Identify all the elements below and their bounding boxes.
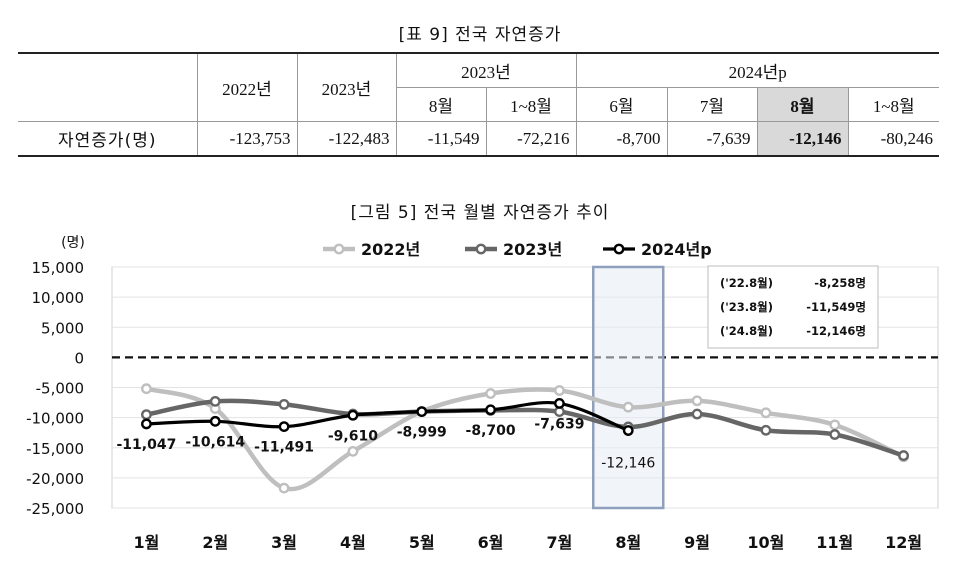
data-point-series-1	[485, 388, 496, 399]
subheader-cell: 6월	[575, 87, 668, 122]
data-point-series-1	[691, 395, 703, 407]
y-tick-label: -20,000	[26, 470, 84, 488]
subheader-cell: 7월	[666, 87, 758, 122]
data-label: -7,639	[534, 416, 584, 432]
data-point-series-3	[209, 415, 221, 427]
value-cell: -122,483	[296, 121, 397, 157]
natural-increase-table: 2022년 2023년 2023년 2024년p 8월 1~8월 6월 7월 8…	[18, 52, 939, 157]
y-tick-label: 15,000	[32, 259, 85, 277]
annotation-label: ('23.8월)	[720, 300, 773, 314]
data-point-series-3	[554, 397, 565, 409]
data-label: -8,999	[397, 425, 447, 441]
value-cell: -123,753	[196, 121, 298, 157]
annotation-label: ('24.8월)	[720, 324, 773, 338]
header-2023: 2023년	[296, 52, 397, 122]
data-point-series-2	[141, 409, 152, 421]
data-point-series-3	[485, 404, 496, 416]
data-point-series-2	[829, 429, 841, 440]
legend-swatch-marker	[475, 243, 487, 255]
annotation-value: -11,549명	[806, 300, 866, 314]
legend-label: 2023년	[503, 240, 562, 259]
y-tick-label: 10,000	[32, 289, 85, 307]
subheader-cell-highlight: 8월	[756, 87, 849, 122]
x-tick-label: 6월	[478, 533, 504, 552]
data-label: -11,491	[254, 440, 314, 456]
data-label: -8,700	[466, 423, 516, 439]
annotation-value: -12,146명	[806, 324, 866, 338]
x-tick-label: 1월	[133, 533, 159, 552]
x-tick-label: 4월	[340, 533, 366, 552]
data-point-series-2	[691, 408, 703, 420]
data-point-series-1	[278, 482, 290, 494]
legend-swatch-marker	[613, 243, 625, 255]
data-point-series-3	[416, 406, 428, 417]
y-tick-label: 0	[74, 349, 84, 367]
value-cell: -8,700	[575, 121, 668, 157]
table-corner-cell	[18, 52, 198, 122]
subheader-cell: 1~8월	[847, 87, 939, 122]
series-line-2	[144, 398, 906, 458]
data-point-series-3	[347, 409, 359, 421]
legend-label: 2022년	[361, 240, 420, 259]
y-tick-label: -15,000	[26, 440, 84, 458]
x-tick-label: 11월	[816, 533, 853, 552]
series-line-3	[144, 401, 630, 433]
x-tick-label: 9월	[684, 533, 710, 552]
y-tick-label: -25,000	[26, 500, 84, 518]
value-cell: -7,639	[666, 121, 758, 157]
annotation-box	[707, 265, 879, 349]
subheader-cell: 1~8월	[485, 87, 577, 122]
x-tick-label: 3월	[271, 533, 297, 552]
x-tick-label: 5월	[409, 533, 435, 552]
value-cell: -72,216	[485, 121, 577, 157]
table-title: [표 9] 전국 자연증가	[398, 25, 562, 45]
subheader-cell: 8월	[396, 87, 487, 122]
legend-swatch-marker	[333, 243, 345, 255]
line-chart: 15,000 10,000 5,000 0 -5,000 -10,000 -15,000 -2…	[26, 235, 939, 552]
header-group-2024: 2024년p	[575, 52, 939, 88]
value-cell: -11,549	[395, 121, 487, 157]
data-point-series-2	[760, 424, 772, 436]
y-axis-unit: (명)	[61, 235, 85, 251]
data-point-series-2	[209, 395, 221, 407]
data-point-series-1	[760, 407, 772, 419]
x-tick-label: 10월	[747, 533, 784, 552]
data-point-series-3	[622, 425, 634, 436]
highlight-band-august	[592, 265, 665, 510]
header-group-2023: 2023년	[395, 52, 577, 88]
legend-label: 2024년p	[641, 240, 712, 259]
data-label: -11,047	[116, 437, 176, 453]
data-point-series-3	[278, 421, 290, 433]
data-point-series-1	[347, 445, 359, 457]
data-label: -9,610	[328, 428, 378, 444]
annotation-value: -8,258명	[814, 276, 866, 290]
x-tick-label: 7월	[546, 533, 572, 552]
data-label: -12,146	[601, 456, 655, 472]
data-label: -10,614	[185, 434, 245, 450]
data-point-series-2	[278, 398, 290, 410]
chart-title: [그림 5] 전국 월별 자연증가 추이	[350, 203, 610, 223]
value-cell: -80,246	[847, 121, 939, 157]
data-point-series-1	[141, 383, 152, 395]
x-tick-label: 8월	[615, 533, 641, 552]
x-tick-label: 12월	[885, 533, 922, 552]
x-tick-label: 2월	[202, 533, 228, 552]
data-point-series-1	[622, 401, 634, 413]
data-point-series-3	[141, 418, 152, 430]
header-2022: 2022년	[196, 52, 298, 122]
y-tick-label: -5,000	[36, 380, 84, 398]
y-tick-label: -10,000	[26, 410, 84, 428]
y-tick-label: 5,000	[41, 319, 84, 337]
annotation-label: ('22.8월)	[720, 276, 773, 290]
row-label: 자연증가(명)	[18, 121, 198, 157]
data-point-series-1	[554, 385, 565, 396]
data-point-series-2	[898, 450, 909, 461]
value-cell-highlight: -12,146	[756, 121, 849, 157]
data-point-series-1	[829, 419, 841, 431]
